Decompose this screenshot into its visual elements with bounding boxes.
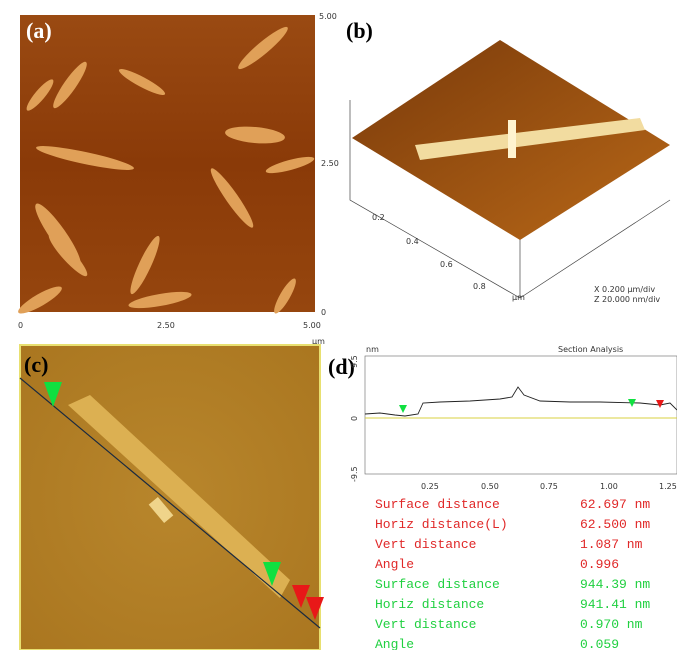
measurement-label: Surface distance	[375, 577, 500, 592]
axis-tick-label: 0.4	[406, 237, 419, 246]
axis-tick-label: 0.2	[372, 213, 385, 222]
x-tick-label: 5.00	[303, 321, 321, 330]
panel-b: (b) 0.2 0.4 0.6 0.8 µm X 0.200 µm/div Z …	[346, 18, 670, 304]
figure: (a) 5.00 2.50 0 0 2.50 5.00 µm (b) 0.2 0…	[0, 0, 677, 650]
scale-label: X 0.200 µm/div	[594, 285, 655, 294]
x-tick-label: 0.75	[540, 482, 558, 491]
measurement-label: Horiz distance	[375, 597, 484, 612]
measurement-value: 941.41 nm	[580, 597, 650, 612]
panel-c: (c)	[20, 345, 324, 650]
unit-label: nm	[366, 345, 379, 354]
y-tick-label: 0	[350, 416, 359, 421]
measurement-value: 0.996	[580, 557, 619, 572]
measurement-value: 0.059	[580, 637, 619, 650]
measurement-value: 944.39 nm	[580, 577, 650, 592]
x-tick-label: 0.25	[421, 482, 439, 491]
y-tick-label: 0	[321, 308, 326, 317]
measurement-label: Horiz distance(L)	[375, 517, 508, 532]
measurement-value: 62.500 nm	[580, 517, 650, 532]
x-tick-label: 1.25	[659, 482, 677, 491]
y-tick-label: -9.5	[350, 466, 359, 482]
measurement-value: 62.697 nm	[580, 497, 650, 512]
measurement-label: Angle	[375, 637, 414, 650]
measurement-table: Surface distance 62.697 nm Horiz distance(…	[375, 497, 650, 650]
scale-label: Z 20.000 nm/div	[594, 295, 660, 304]
panel-label: (b)	[346, 18, 373, 43]
y-tick-label: 5.00	[319, 12, 337, 21]
measurement-label: Vert distance	[375, 537, 476, 552]
unit-label: µm	[512, 293, 525, 302]
y-tick-label: 9.5	[350, 355, 359, 368]
measurement-label: Angle	[375, 557, 414, 572]
afm-image	[20, 15, 315, 312]
particle	[508, 120, 516, 158]
panel-a: (a) 5.00 2.50 0 0 2.50 5.00 µm	[15, 12, 338, 346]
x-tick-label: 0	[18, 321, 23, 330]
x-tick-label: 2.50	[157, 321, 175, 330]
plot-title: Section Analysis	[558, 345, 623, 354]
x-tick-label: 1.00	[600, 482, 618, 491]
panel-label: (a)	[26, 18, 52, 43]
measurement-label: Vert distance	[375, 617, 476, 632]
measurement-label: Surface distance	[375, 497, 500, 512]
y-tick-label: 2.50	[321, 159, 339, 168]
axis-tick-label: 0.6	[440, 260, 453, 269]
measurement-value: 1.087 nm	[580, 537, 643, 552]
axis-tick-label: 0.8	[473, 282, 486, 291]
x-tick-label: 0.50	[481, 482, 499, 491]
panel-label: (c)	[24, 352, 48, 377]
panel-d: (d) nm Section Analysis 9.5 0 -9.5 0.25 …	[328, 345, 677, 650]
measurement-value: 0.970 nm	[580, 617, 643, 632]
